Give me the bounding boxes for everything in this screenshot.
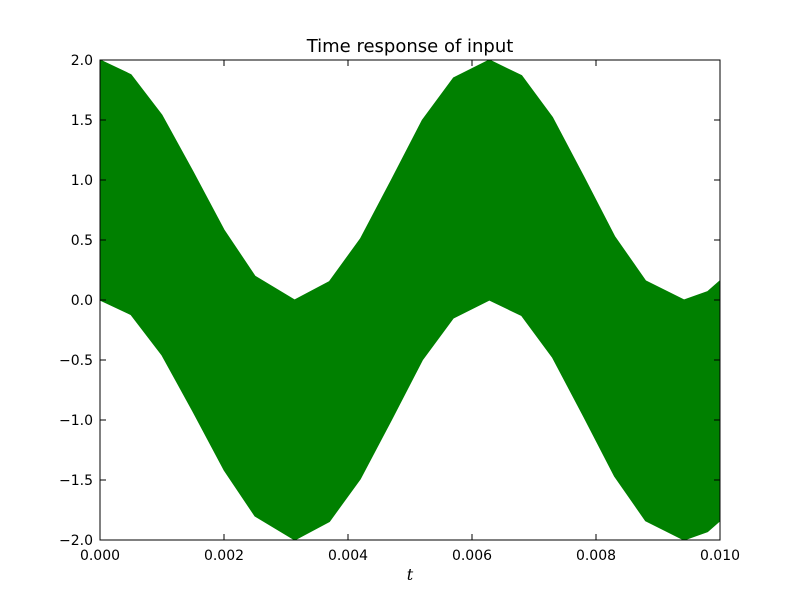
y-tick-label: −1.0 [59,413,93,429]
y-tick-label: 0.0 [71,293,93,309]
y-tick-label: 0.5 [71,233,93,249]
x-tick-label: 0.002 [204,548,244,564]
y-tick-label: −1.5 [59,473,93,489]
x-tick-label: 0.004 [328,548,368,564]
y-tick-label: 1.0 [71,173,93,189]
x-axis-label: t [407,565,414,584]
x-tick-label: 0.000 [80,548,120,564]
y-tick-label: −0.5 [59,353,93,369]
chart-title: Time response of input [306,36,514,57]
x-tick-label: 0.010 [700,548,740,564]
axes-frame [99,59,721,541]
plot-area [99,59,721,541]
y-tick-label: −2.0 [59,533,93,549]
x-tick-label: 0.008 [576,548,616,564]
axis-ticks: 0.000 0.002 0.004 0.006 0.008 0.010 2.0 1.5 1.0 0… [59,53,740,564]
y-tick-label: 2.0 [71,53,93,69]
series-band-0 [99,59,721,541]
y-tick-label: 1.5 [71,113,93,129]
x-tick-label: 0.006 [452,548,492,564]
